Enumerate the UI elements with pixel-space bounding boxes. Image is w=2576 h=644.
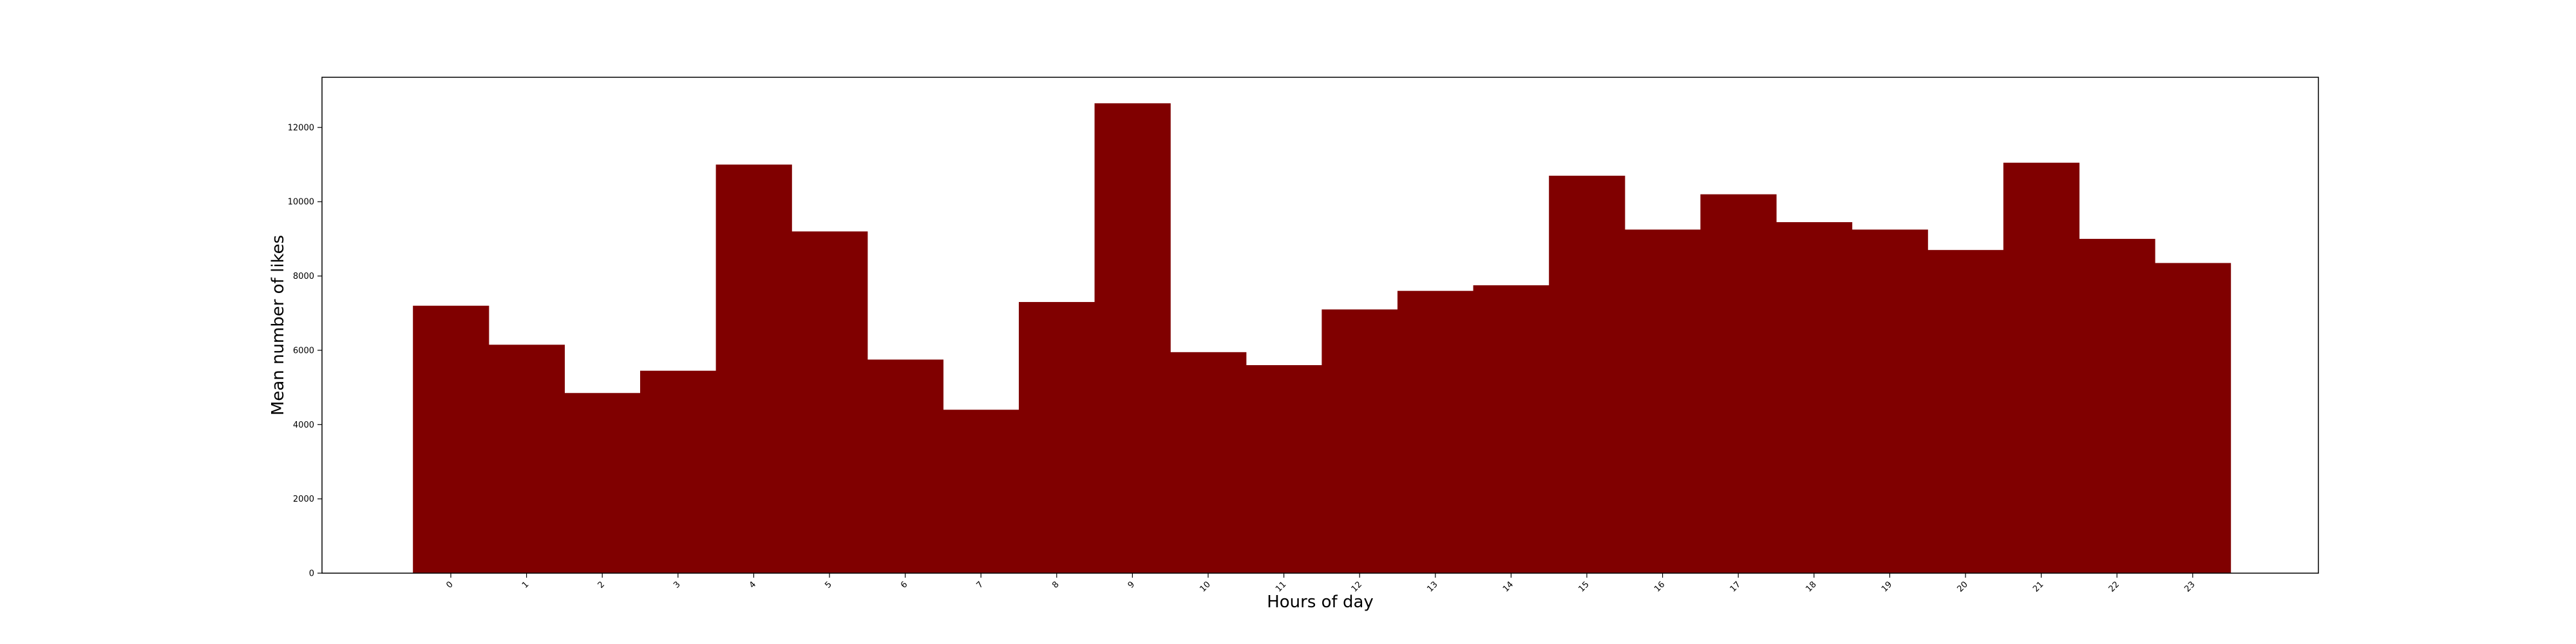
x-tick-label: 14 <box>1501 580 1515 594</box>
bar-hour-9 <box>1094 103 1171 573</box>
x-tick-label: 17 <box>1728 580 1743 594</box>
x-tick-label: 15 <box>1577 580 1591 594</box>
bar-hour-2 <box>564 393 641 573</box>
y-tick-label: 4000 <box>293 421 314 430</box>
x-tick-label: 0 <box>444 580 455 590</box>
bar-hour-10 <box>1170 352 1247 573</box>
x-tick-label: 8 <box>1050 580 1061 590</box>
bar-hour-16 <box>1624 229 1701 574</box>
bar-hour-23 <box>2155 263 2231 573</box>
x-axis-label: Hours of day <box>1267 592 1374 612</box>
x-tick-label: 22 <box>2107 580 2121 594</box>
x-tick-label: 7 <box>975 580 985 590</box>
bar-hour-7 <box>943 410 1019 573</box>
x-tick-label: 6 <box>899 580 909 590</box>
y-tick-label: 2000 <box>293 495 314 504</box>
bar-hour-11 <box>1245 365 1322 573</box>
x-ticks-group: 0 1 2 3 4 5 6 7 8 9 10 11 12 13 14 15 16 17 18 19 20 21 22 23 <box>444 573 2197 594</box>
x-tick-label: 21 <box>2031 580 2045 594</box>
bar-hour-5 <box>791 231 868 573</box>
y-tick-label: 10000 <box>288 198 314 207</box>
bar-hour-0 <box>413 305 489 573</box>
bar-hour-1 <box>488 345 565 573</box>
bar-hour-21 <box>2003 162 2079 573</box>
bar-hour-22 <box>2079 238 2155 573</box>
x-tick-label: 13 <box>1425 580 1439 594</box>
plot-frame <box>321 77 2319 574</box>
bars-group <box>413 103 2231 574</box>
x-tick-label: 19 <box>1880 580 1894 594</box>
x-tick-label: 3 <box>672 580 682 590</box>
y-tick-label: 8000 <box>293 272 314 281</box>
bar-hour-15 <box>1549 175 1625 574</box>
x-tick-label: 4 <box>748 580 758 590</box>
bar-hour-6 <box>867 359 943 573</box>
y-tick-label: 6000 <box>293 346 314 355</box>
y-tick-label: 0 <box>309 569 314 579</box>
y-tick-label: 12000 <box>288 123 314 133</box>
bar-hour-19 <box>1852 229 1928 574</box>
y-ticks-group: 0 2000 4000 6000 8000 10000 12000 <box>288 123 322 579</box>
bar-hour-12 <box>1321 309 1398 573</box>
x-tick-label: 2 <box>596 580 607 590</box>
bar-hour-20 <box>1927 250 2004 573</box>
y-axis-label: Mean number of likes <box>269 235 288 415</box>
x-tick-label: 16 <box>1653 580 1667 594</box>
bar-hour-14 <box>1473 285 1549 573</box>
x-tick-label: 23 <box>2183 580 2197 594</box>
bar-hour-3 <box>640 370 717 573</box>
x-tick-label: 9 <box>1126 580 1137 590</box>
bar-hour-4 <box>715 164 792 574</box>
bar-hour-17 <box>1700 194 1777 573</box>
x-tick-label: 20 <box>1956 580 1970 594</box>
x-tick-label: 1 <box>520 580 531 590</box>
x-tick-label: 18 <box>1804 580 1818 594</box>
bar-hour-8 <box>1019 301 1095 573</box>
x-tick-label: 10 <box>1198 580 1213 594</box>
x-tick-label: 5 <box>823 580 833 590</box>
bar-hour-13 <box>1397 290 1474 573</box>
bar-hour-18 <box>1776 222 1853 573</box>
